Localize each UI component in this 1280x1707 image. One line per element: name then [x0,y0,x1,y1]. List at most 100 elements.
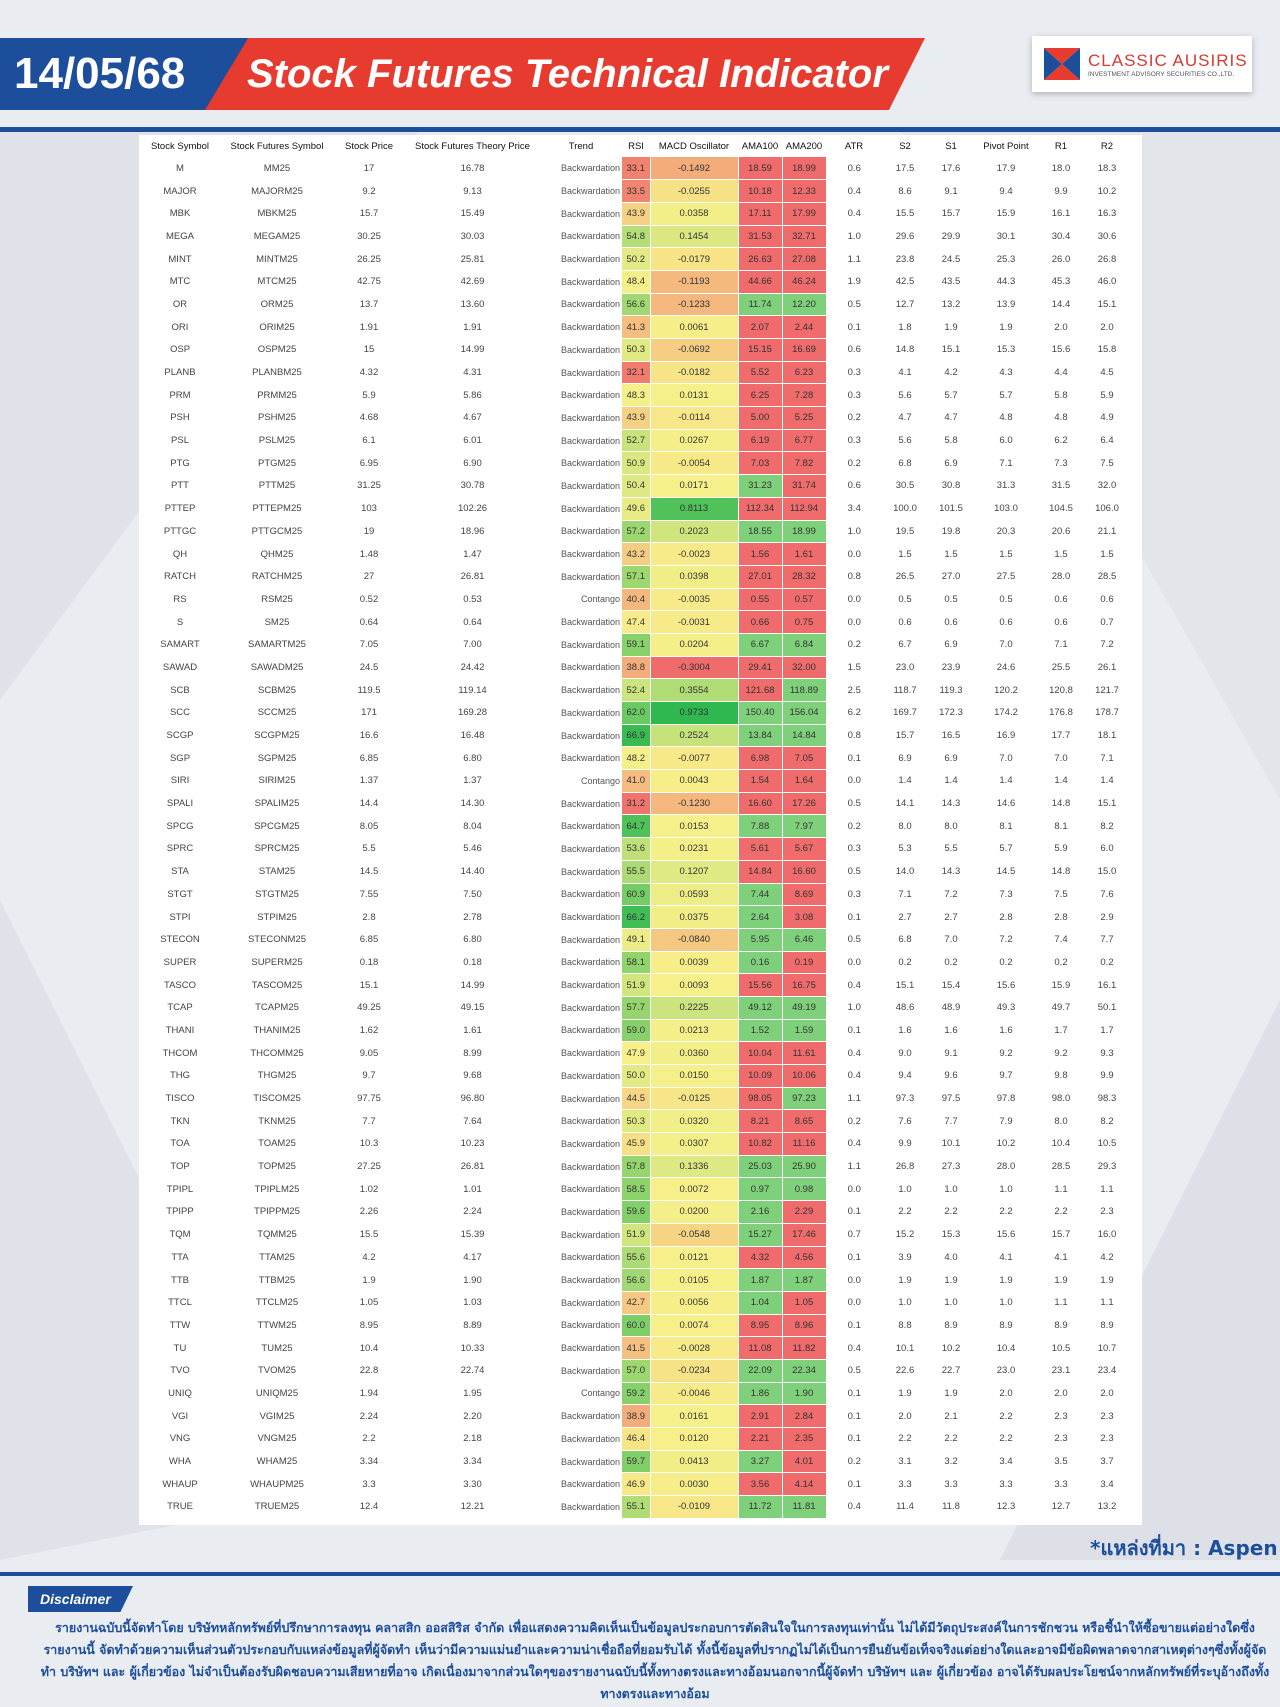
cell-atr: 0.4 [826,1041,882,1065]
cell-ama100: 11.74 [738,293,783,317]
cell-atr: 0.1 [826,1472,882,1497]
cell-stock-futures-symbol: TPIPPM25 [221,1200,333,1224]
cell-atr: 1.0 [826,520,882,544]
cell-rsi: 60.9 [622,883,651,907]
cell-r2: 2.0 [1084,315,1130,339]
cell-macd-oscillator: 0.0231 [650,837,739,861]
cell-stock-futures-theory-price: 42.69 [405,270,540,294]
cell-r1: 1.1 [1038,1177,1084,1202]
cell-pivot-point: 7.1 [974,451,1038,476]
cell-stock-price: 4.68 [333,406,405,430]
source-note: *แหล่งที่มา : Aspen [1090,1536,1278,1560]
cell-macd-oscillator: 0.0413 [650,1450,739,1474]
cell-atr: 0.4 [826,1495,882,1519]
cell-pivot-point: 3.3 [974,1472,1038,1497]
cell-stock-futures-theory-price: 7.50 [405,883,540,907]
cell-trend: Backwardation [540,951,622,975]
cell-stock-futures-theory-price: 13.60 [405,293,540,317]
table-row: THG THGM25 9.7 9.68 Backwardation 50.0 0.0150 1… [139,1064,1130,1088]
cell-ama200: 2.29 [782,1200,827,1224]
cell-stock-futures-theory-price: 8.89 [405,1314,540,1338]
cell-s2: 3.9 [882,1246,928,1270]
cell-r1: 15.7 [1038,1223,1084,1247]
cell-ama200: 16.60 [782,860,827,884]
cell-ama100: 11.08 [738,1336,783,1360]
cell-pivot-point: 7.3 [974,883,1038,907]
cell-ama200: 32.00 [782,656,827,680]
cell-pivot-point: 15.3 [974,338,1038,362]
table-row: QH QHM25 1.48 1.47 Backwardation 43.2 -0.0023 1… [139,542,1130,566]
cell-r2: 9.3 [1084,1041,1130,1065]
cell-r1: 45.3 [1038,270,1084,294]
cell-stock-symbol: SGP [139,746,221,771]
cell-atr: 0.0 [826,1291,882,1315]
cell-stock-futures-theory-price: 16.78 [405,157,540,181]
cell-atr: 0.1 [826,1246,882,1270]
cell-r1: 98.0 [1038,1087,1084,1111]
cell-pivot-point: 2.0 [974,1382,1038,1406]
cell-stock-futures-symbol: THCOMM25 [221,1041,333,1065]
cell-rsi: 42.7 [622,1291,651,1315]
cell-r1: 2.0 [1038,315,1084,339]
cell-rsi: 62.0 [622,701,651,725]
cell-r1: 14.8 [1038,792,1084,816]
cell-rsi: 33.5 [622,179,651,203]
cell-r1: 9.8 [1038,1064,1084,1088]
cell-macd-oscillator: -0.0077 [650,746,739,771]
cell-macd-oscillator: 0.0358 [650,202,739,226]
cell-macd-oscillator: 0.1336 [650,1155,739,1179]
cell-stock-futures-theory-price: 1.90 [405,1268,540,1292]
cell-trend: Backwardation [540,860,622,884]
cell-stock-price: 9.05 [333,1041,405,1065]
cell-r1: 12.7 [1038,1495,1084,1519]
cell-rsi: 47.9 [622,1041,651,1065]
cell-pivot-point: 30.1 [974,225,1038,249]
cell-s2: 26.5 [882,565,928,589]
table-row: TKN TKNM25 7.7 7.64 Backwardation 50.3 0.0320 8… [139,1109,1130,1134]
cell-trend: Backwardation [540,1041,622,1065]
cell-stock-futures-theory-price: 96.80 [405,1087,540,1111]
cell-trend: Backwardation [540,270,622,294]
cell-s2: 8.8 [882,1314,928,1338]
cell-macd-oscillator: 0.0074 [650,1314,739,1338]
cell-stock-price: 27 [333,565,405,589]
cell-stock-price: 2.2 [333,1427,405,1451]
cell-trend: Backwardation [540,1450,622,1474]
cell-s2: 30.5 [882,474,928,498]
cell-stock-price: 7.55 [333,883,405,907]
cell-stock-symbol: STA [139,860,221,884]
cell-trend: Backwardation [540,179,622,203]
header-divider [0,127,1280,132]
cell-ama100: 49.12 [738,996,783,1020]
cell-r1: 7.0 [1038,746,1084,771]
cell-trend: Backwardation [540,928,622,952]
cell-rsi: 55.6 [622,1246,651,1270]
cell-stock-futures-symbol: VGIM25 [221,1404,333,1428]
cell-stock-symbol: VNG [139,1427,221,1451]
cell-macd-oscillator: -0.0023 [650,542,739,566]
report-title: Stock Futures Technical Indicator [205,38,925,110]
cell-r2: 1.1 [1084,1177,1130,1202]
cell-s2: 5.6 [882,429,928,453]
cell-stock-futures-symbol: STAM25 [221,860,333,884]
cell-stock-futures-theory-price: 15.49 [405,202,540,226]
cell-stock-price: 1.9 [333,1268,405,1292]
cell-s1: 97.5 [928,1087,974,1111]
table-row: SPRC SPRCM25 5.5 5.46 Backwardation 53.6 0.023… [139,837,1130,861]
cell-stock-futures-theory-price: 15.39 [405,1223,540,1247]
cell-s1: 8.0 [928,814,974,839]
cell-stock-futures-symbol: PLANBM25 [221,361,333,385]
cell-s2: 2.7 [882,905,928,929]
cell-rsi: 52.4 [622,678,651,702]
cell-rsi: 57.7 [622,996,651,1020]
cell-s1: 1.9 [928,1268,974,1292]
cell-trend: Backwardation [540,701,622,725]
cell-s1: 3.3 [928,1472,974,1497]
cell-s1: 43.5 [928,270,974,294]
cell-pivot-point: 8.1 [974,814,1038,839]
cell-stock-symbol: TTB [139,1268,221,1292]
cell-pivot-point: 28.0 [974,1155,1038,1179]
cell-s2: 1.6 [882,1019,928,1043]
cell-s1: 17.6 [928,157,974,181]
cell-r2: 18.3 [1084,157,1130,181]
